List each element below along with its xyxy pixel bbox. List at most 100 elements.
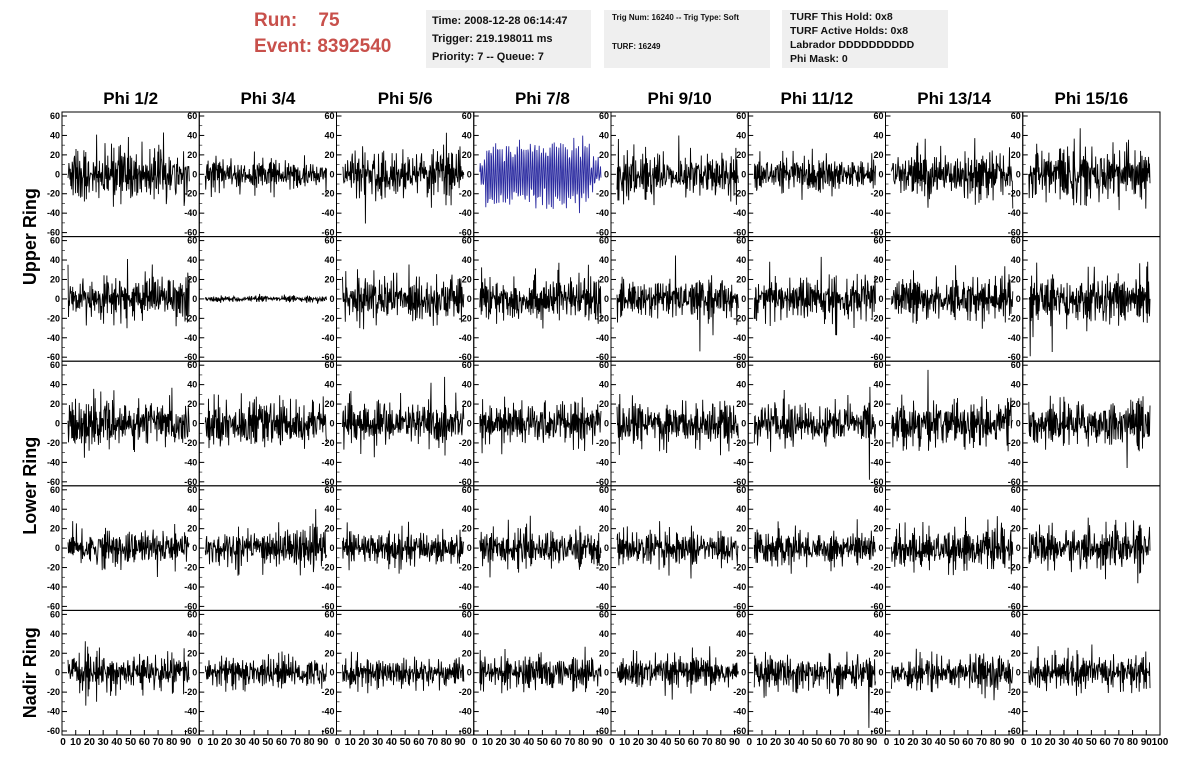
x-tick-label: 0 [746,737,752,748]
y-tick-label: -60 [47,477,60,487]
y-tick-label: -40 [596,707,609,717]
y-tick-label: -40 [596,582,609,592]
y-tick-label: 40 [462,629,472,639]
y-tick-label: -20 [47,313,60,323]
x-tick-label: 70 [702,737,714,748]
y-tick-label: 0 [192,169,197,179]
y-tick-label: -60 [321,477,334,487]
y-tick-label: 60 [50,609,60,619]
waveform-trace-r2-c7 [891,265,1014,329]
y-tick-label: 20 [736,524,746,534]
column-header-5: Phi 9/10 [647,89,711,108]
y-tick-label: -20 [459,687,472,697]
y-tick-label: 40 [873,504,883,514]
x-tick-label: 80 [303,737,315,748]
y-tick-label: -60 [870,601,883,611]
x-tick-label: 40 [386,737,398,748]
y-tick-label: 0 [329,169,334,179]
waveform-trace-r3-c7 [891,369,1014,452]
waveform-trace-r5-c3 [342,651,465,694]
y-tick-label: -60 [459,601,472,611]
waveform-trace-r2-c8 [1028,261,1151,357]
x-tick-label: 70 [1113,737,1125,748]
y-tick-label: -20 [459,313,472,323]
column-header-8: Phi 15/16 [1055,89,1129,108]
y-tick-label: 40 [1011,255,1021,265]
column-header-4: Phi 7/8 [515,89,570,108]
x-tick-label: 30 [98,737,110,748]
y-tick-label: -20 [870,563,883,573]
y-tick-label: -40 [321,333,334,343]
waveform-trace-r4-c3 [342,521,465,574]
y-tick-label: -60 [459,726,472,736]
y-tick-label: -60 [596,228,609,238]
y-tick-label: 60 [324,360,334,370]
x-tick-label: 90 [729,737,741,748]
x-tick-label: 60 [276,737,288,748]
waveform-trace-r3-c1 [67,387,190,458]
x-tick-label: 60 [413,737,425,748]
y-tick-label: 20 [873,274,883,284]
y-tick-label: -60 [184,352,197,362]
x-tick-label: 80 [715,737,727,748]
y-tick-label: -40 [1008,707,1021,717]
turf-active-line: TURF Active Holds: 0x8 [790,25,909,37]
y-tick-label: -40 [1008,457,1021,467]
waveform-trace-r5-c1 [67,641,190,706]
x-tick-label: 10 [894,737,906,748]
y-tick-label: -60 [459,352,472,362]
y-tick-label: 60 [324,485,334,495]
y-tick-label: 20 [599,524,609,534]
y-tick-label: 60 [462,111,472,121]
y-tick-label: -20 [459,438,472,448]
y-tick-label: 0 [1016,668,1021,678]
event-value: 8392540 [317,36,392,57]
y-tick-label: 20 [187,399,197,409]
y-tick-label: 40 [736,380,746,390]
y-tick-label: 60 [1011,485,1021,495]
trig-info-box: Trig Num: 16240 -- Trig Type: Soft TURF:… [604,10,770,68]
waveform-trace-r2-c3 [342,264,465,330]
y-tick-label: 0 [192,543,197,553]
y-tick-label: 60 [736,360,746,370]
y-tick-label: -40 [733,208,746,218]
y-tick-label: 20 [873,524,883,534]
x-tick-label: 60 [1100,737,1112,748]
time-info-box: Time: 2008-12-28 06:14:47 Trigger: 219.1… [426,10,591,68]
y-tick-label: 40 [873,130,883,140]
x-tick-label: 60 [688,737,700,748]
turf-line: TURF: 16249 [612,42,661,51]
y-tick-label: 60 [1011,360,1021,370]
y-tick-label: -60 [733,477,746,487]
y-tick-label: 0 [329,668,334,678]
y-tick-label: -20 [47,563,60,573]
y-tick-label: 0 [878,294,883,304]
y-tick-label: -40 [184,707,197,717]
y-tick-label: -60 [321,352,334,362]
x-tick-label: 0 [609,737,615,748]
y-tick-label: -20 [184,189,197,199]
y-tick-label: 60 [736,236,746,246]
y-tick-label: -40 [184,457,197,467]
y-tick-label: -20 [596,313,609,323]
y-tick-label: 0 [329,294,334,304]
y-tick-label: -20 [459,563,472,573]
y-tick-label: -40 [47,333,60,343]
x-tick-label: 50 [262,737,274,748]
x-tick-label: 40 [523,737,535,748]
y-tick-label: -20 [1008,189,1021,199]
y-tick-label: -20 [321,563,334,573]
y-tick-label: 20 [599,399,609,409]
y-tick-label: -40 [47,707,60,717]
x-tick-label: 90 [317,737,329,748]
y-tick-label: -60 [184,228,197,238]
x-tick-label: 60 [962,737,974,748]
y-tick-label: 60 [873,609,883,619]
y-tick-label: 60 [736,111,746,121]
y-tick-label: 40 [599,380,609,390]
y-tick-label: -20 [47,687,60,697]
y-tick-label: -40 [321,707,334,717]
y-tick-label: 20 [599,648,609,658]
y-tick-label: -60 [1008,352,1021,362]
y-tick-label: -40 [733,457,746,467]
